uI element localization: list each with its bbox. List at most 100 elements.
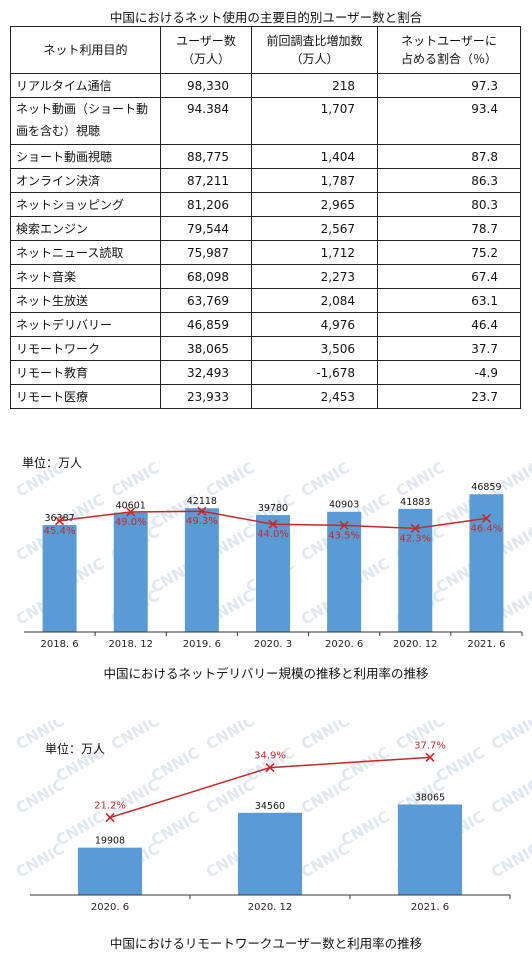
x-tick-label: 2021. 6 [467,639,505,650]
chart-caption: 中国におけるネットデリバリー規模の推移と利用率の推移 [103,666,428,681]
header-users-label: ユーザー数 [176,34,236,48]
rate-label: 49.3% [186,516,218,527]
cell-purpose: ネット動画（ショート動画を含む）視聴 [10,97,161,145]
header-users-unit: （万人） [181,52,230,66]
rate-marker [126,507,136,517]
cell-share: 80.3 [377,192,521,217]
unit-label: 単位：万人 [22,455,82,470]
rate-label: 43.5% [328,530,360,541]
cell-users: 23,933 [160,384,252,409]
cell-users: 32,493 [160,360,252,385]
header-increase-label: 前回調査比増加数 [266,34,363,48]
header-share-label: ネットユーザーに [401,34,497,48]
table-row: ネット動画（ショート動画を含む）視聴 94.384 1,707 93.4 [10,97,521,145]
cell-share: 78.7 [377,216,521,241]
rate-marker [265,763,275,773]
watermark-text: CNNIC [488,720,532,753]
x-tick-label: 2018. 6 [40,639,78,650]
bar-value-label: 38065 [415,792,445,803]
bar-value-label: 36387 [44,513,74,524]
cell-increase: 1,787 [251,168,378,193]
cell-users: 98,330 [160,73,252,98]
x-tick-label: 2018. 12 [108,639,153,650]
x-tick-label: 2020. 6 [91,902,129,913]
watermark-text: CNNIC [203,720,258,753]
table-title: 中国におけるネット使用の主要目的別ユーザー数と割合 [109,10,423,25]
x-tick-label: 2020. 6 [325,639,363,650]
cell-users: 75,987 [160,240,252,265]
x-tick-label: 2019. 6 [183,639,221,650]
cell-increase: 4,976 [251,312,378,337]
rate-marker [410,523,420,533]
rate-marker [197,506,207,516]
watermark-text: CNNIC [203,459,258,501]
watermark-text: CNNIC [298,720,353,753]
cell-purpose: リアルタイム通信 [10,73,161,98]
bar-value-label: 40903 [329,500,359,511]
rate-marker [481,513,491,523]
cell-purpose: ネット生放送 [10,288,161,313]
cell-purpose: ショート動画視聴 [10,144,161,169]
watermark-text: CNNIC [338,744,393,786]
x-tick-label: 2020. 3 [254,639,292,650]
cell-increase: 218 [251,73,378,98]
bar-20196 [184,508,219,632]
header-users: ユーザー数 （万人） [160,26,252,74]
cell-users: 38,065 [160,336,252,361]
watermark-text: CNNIC [148,744,203,786]
bar-20216 [398,804,462,895]
bar-20206 [327,511,362,632]
bar-201812 [113,512,148,632]
header-share: ネットユーザーに 占める割合（％） [377,26,521,74]
usage-table: ネット利用目的 ユーザー数 （万人） 前回調査比増加数 （万人） ネットユーザーに占… [10,26,521,409]
bar-20216 [469,494,504,632]
cell-users: 81,206 [160,192,252,217]
rate-marker [105,813,115,823]
rate-label: 34.9% [254,751,286,762]
cell-increase: 3,506 [251,336,378,361]
rate-label: 46.4% [471,523,503,534]
cell-share: 63.1 [377,288,521,313]
header-increase-unit: （万人） [290,52,339,66]
rate-marker [55,516,65,526]
watermark-text: CNNIC [108,459,163,501]
watermark-text: CNNIC [13,776,68,818]
table-row: リモート教育 32,493 -1,678 -4.9 [10,360,521,385]
cell-increase: 2,965 [251,192,378,217]
rate-label: 42.3% [399,533,431,544]
watermark-text: CNNIC [148,808,203,850]
watermark-text: CNNIC [488,459,532,501]
rate-label: 49.0% [115,517,147,528]
bar-value-label: 19908 [95,836,125,847]
cell-users: 87,211 [160,168,252,193]
bar-20186 [42,525,77,632]
table-row: ネット生放送 63,769 2,084 63.1 [10,288,521,313]
unit-label: 単位：万人 [45,741,105,756]
bar-20206 [78,847,142,895]
cell-increase: 1,404 [251,144,378,169]
x-tick-label: 2020. 12 [393,639,438,650]
cell-share: 97.3 [377,73,521,98]
bar-value-label: 40601 [116,501,146,512]
cell-increase: 2,273 [251,264,378,289]
watermark-text: CNNIC [13,840,68,882]
watermark-text: CNNIC [108,720,163,753]
table-row: ネットデリバリー 46,859 4,976 46.4 [10,312,521,337]
cell-users: 68,098 [160,264,252,289]
watermark-text: CNNIC [488,776,532,818]
cell-share: 37.7 [377,336,521,361]
cell-users: 79,544 [160,216,252,241]
cell-users: 46,859 [160,312,252,337]
cell-share: 23.7 [377,384,521,409]
watermark-text: CNNIC [393,459,448,501]
bar-value-label: 41883 [400,497,430,508]
watermark-text: CNNIC [203,776,258,818]
table-row: オンライン決済 87,211 1,787 86.3 [10,168,521,193]
chart-caption: 中国におけるリモートワークユーザー数と利用率の推移 [110,936,422,951]
cell-share: -4.9 [377,360,521,385]
rate-marker [425,752,435,762]
cell-purpose: リモート教育 [10,360,161,385]
watermark-text: CNNIC [298,840,353,882]
rate-label: 44.0% [257,529,289,540]
